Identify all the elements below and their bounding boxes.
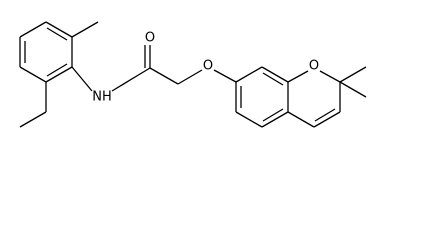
atom-label: O: [309, 59, 319, 74]
atom-label: O: [203, 59, 213, 74]
bonds: [19, 21, 367, 128]
molecule: O NH O O: [19, 21, 367, 128]
atom-label: O: [145, 31, 155, 46]
atom-label: NH: [92, 90, 112, 105]
